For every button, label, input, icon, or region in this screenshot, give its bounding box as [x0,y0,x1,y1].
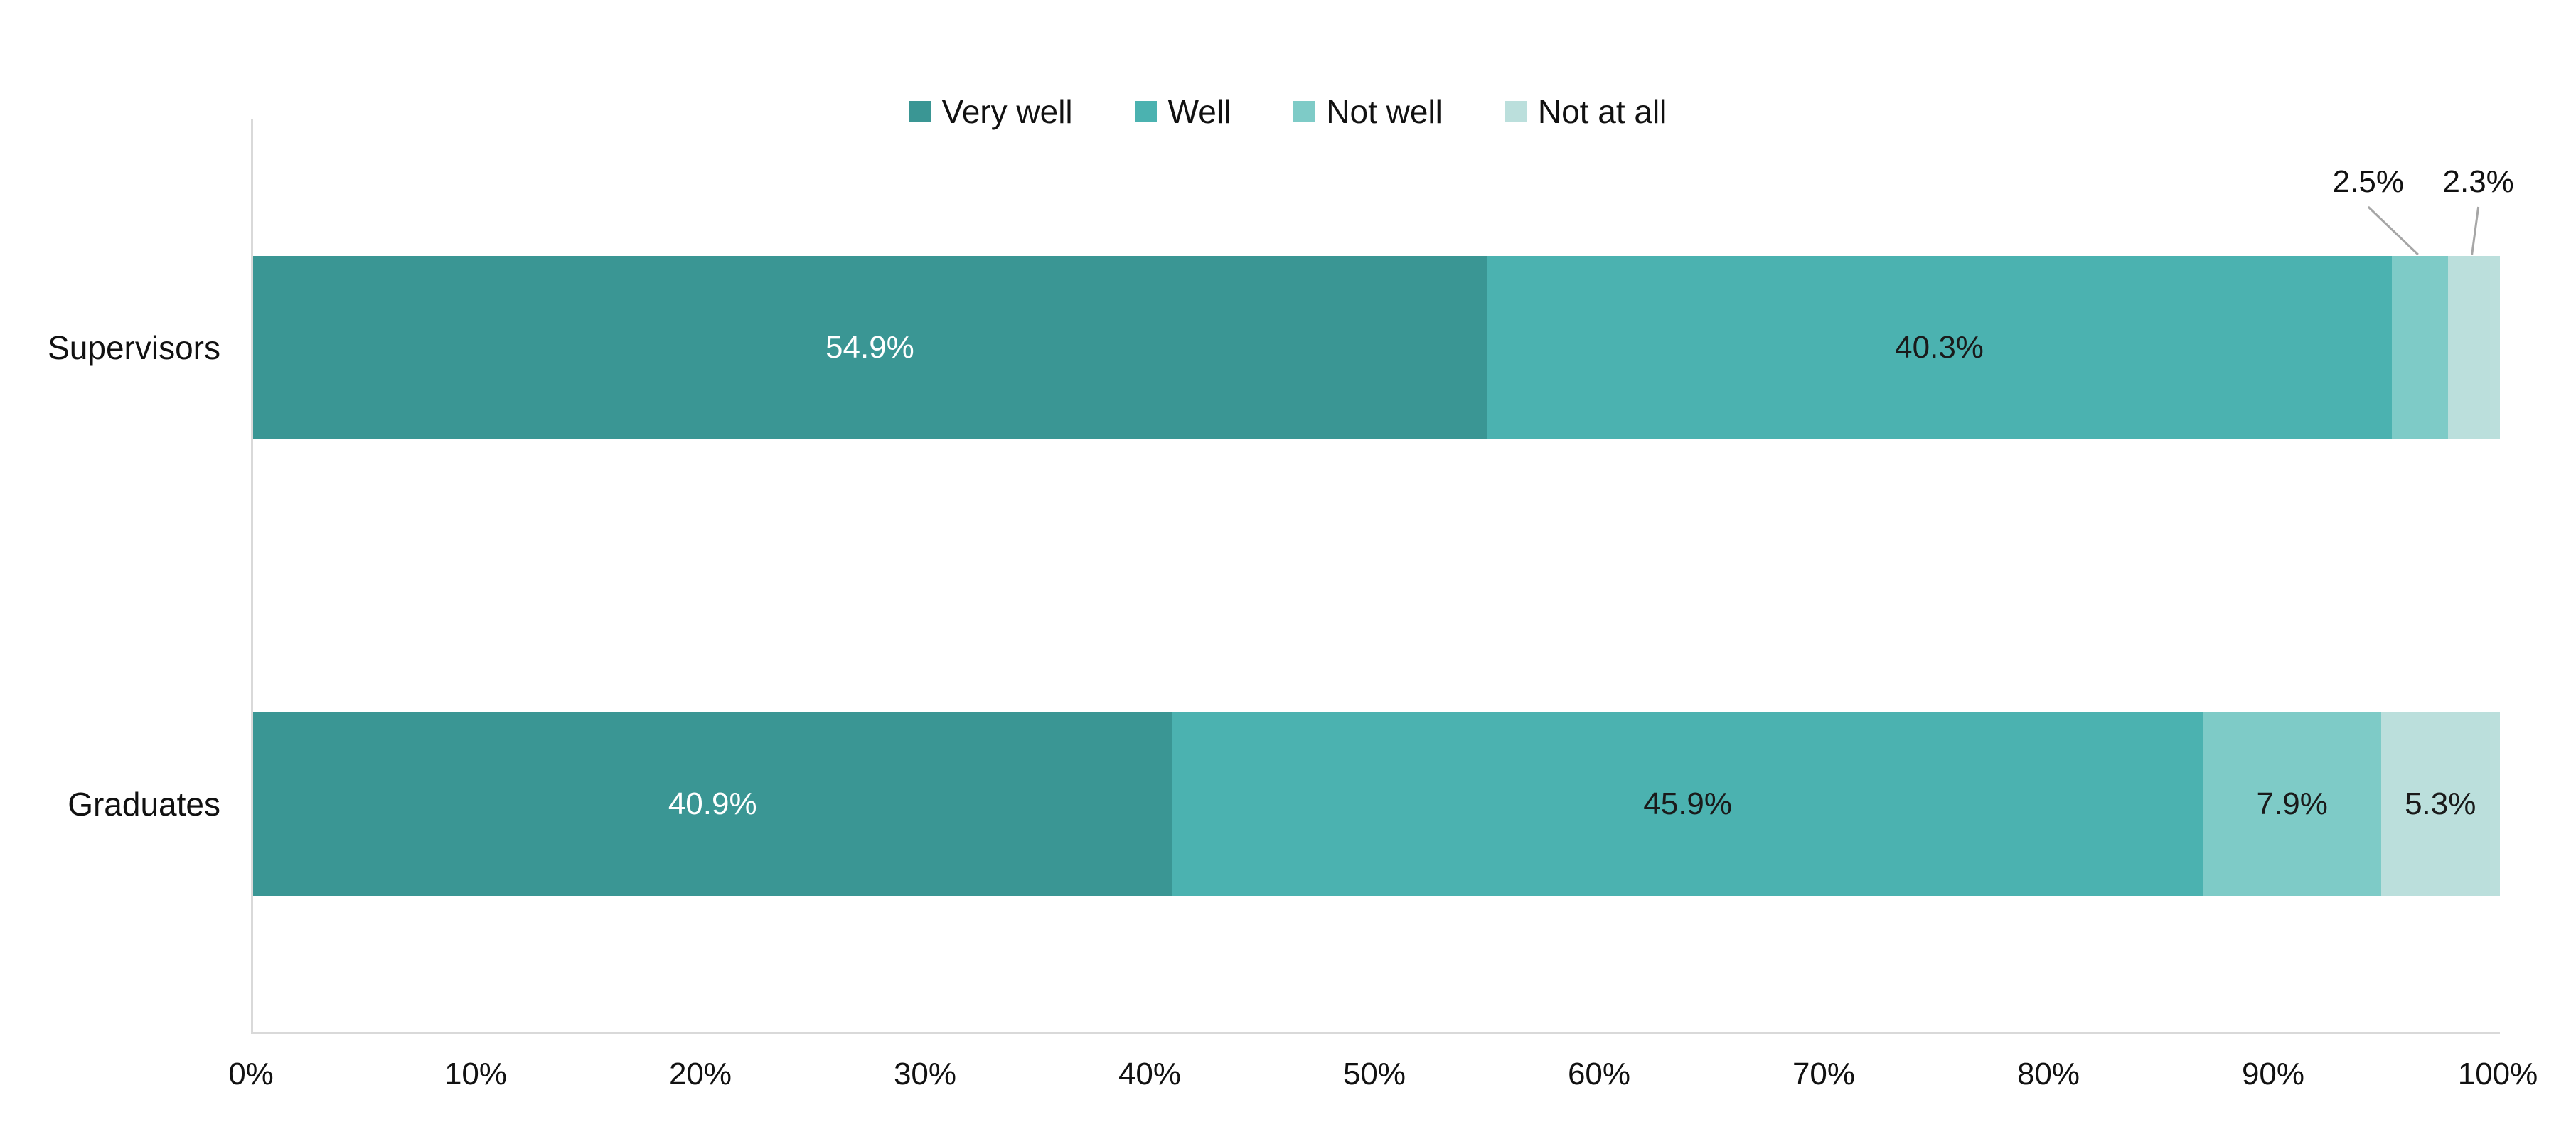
bar-row-supervisors: 54.9% 40.3% [253,256,2500,439]
legend-item-well: Well [1135,92,1231,131]
category-label-supervisors: Supervisors [48,329,220,366]
legend-label: Not well [1326,93,1443,130]
x-axis-tick-label: 90% [2241,1057,2305,1091]
legend-label: Not at all [1537,93,1667,130]
bar-value-label: 40.9% [668,786,757,821]
x-axis-tick-label: 10% [444,1057,508,1091]
bar-row-graduates: 40.9% 45.9% 7.9% 5.3% [253,712,2500,896]
plot-area: 54.9% 40.3% 40.9% 45.9% 7.9% 5.3% [251,119,2500,1034]
bar-segment-graduates-well: 45.9% [1172,712,2203,896]
legend-item-not-well: Not well [1293,92,1443,131]
bar-value-label: 40.3% [1895,330,1984,365]
bar-value-label: 45.9% [1643,786,1733,821]
legend-label: Very well [941,93,1073,130]
x-axis-tick-label: 60% [1567,1057,1631,1091]
callout-label: 2.5% [2332,164,2404,199]
legend-label: Well [1167,93,1231,130]
x-axis-tick-label: 70% [1792,1057,1856,1091]
legend-swatch [1505,101,1527,122]
bar-value-label: 5.3% [2405,786,2476,821]
bar-segment-supervisors-well: 40.3% [1486,256,2393,439]
x-axis-tick-label: 40% [1118,1057,1182,1091]
x-axis-tick-label: 80% [2016,1057,2080,1091]
x-axis-tick-label: 0% [228,1057,274,1091]
x-axis-tick-label: 20% [668,1057,732,1091]
bar-segment-graduates-not-at-all: 5.3% [2380,712,2500,896]
legend-swatch [1293,101,1315,122]
legend-item-not-at-all: Not at all [1505,92,1667,131]
callout-label: 2.3% [2442,164,2514,199]
x-axis-tick-label: 50% [1342,1057,1406,1091]
bar-segment-supervisors-very-well: 54.9% [253,256,1487,439]
x-axis-tick-label: 100% [2457,1057,2538,1091]
bar-segment-supervisors-not-at-all [2448,256,2500,439]
legend-swatch [909,101,931,122]
bar-segment-supervisors-not-well [2392,256,2449,439]
bar-segment-graduates-not-well: 7.9% [2203,712,2381,896]
bar-value-label: 54.9% [825,330,914,365]
chart-legend: Very well Well Not well Not at all [0,90,2576,133]
legend-swatch [1135,101,1157,122]
x-axis-tick-label: 30% [893,1057,957,1091]
category-label-graduates: Graduates [68,786,220,823]
bar-value-label: 7.9% [2256,786,2328,821]
bar-segment-graduates-very-well: 40.9% [253,712,1172,896]
legend-item-very-well: Very well [909,92,1073,131]
